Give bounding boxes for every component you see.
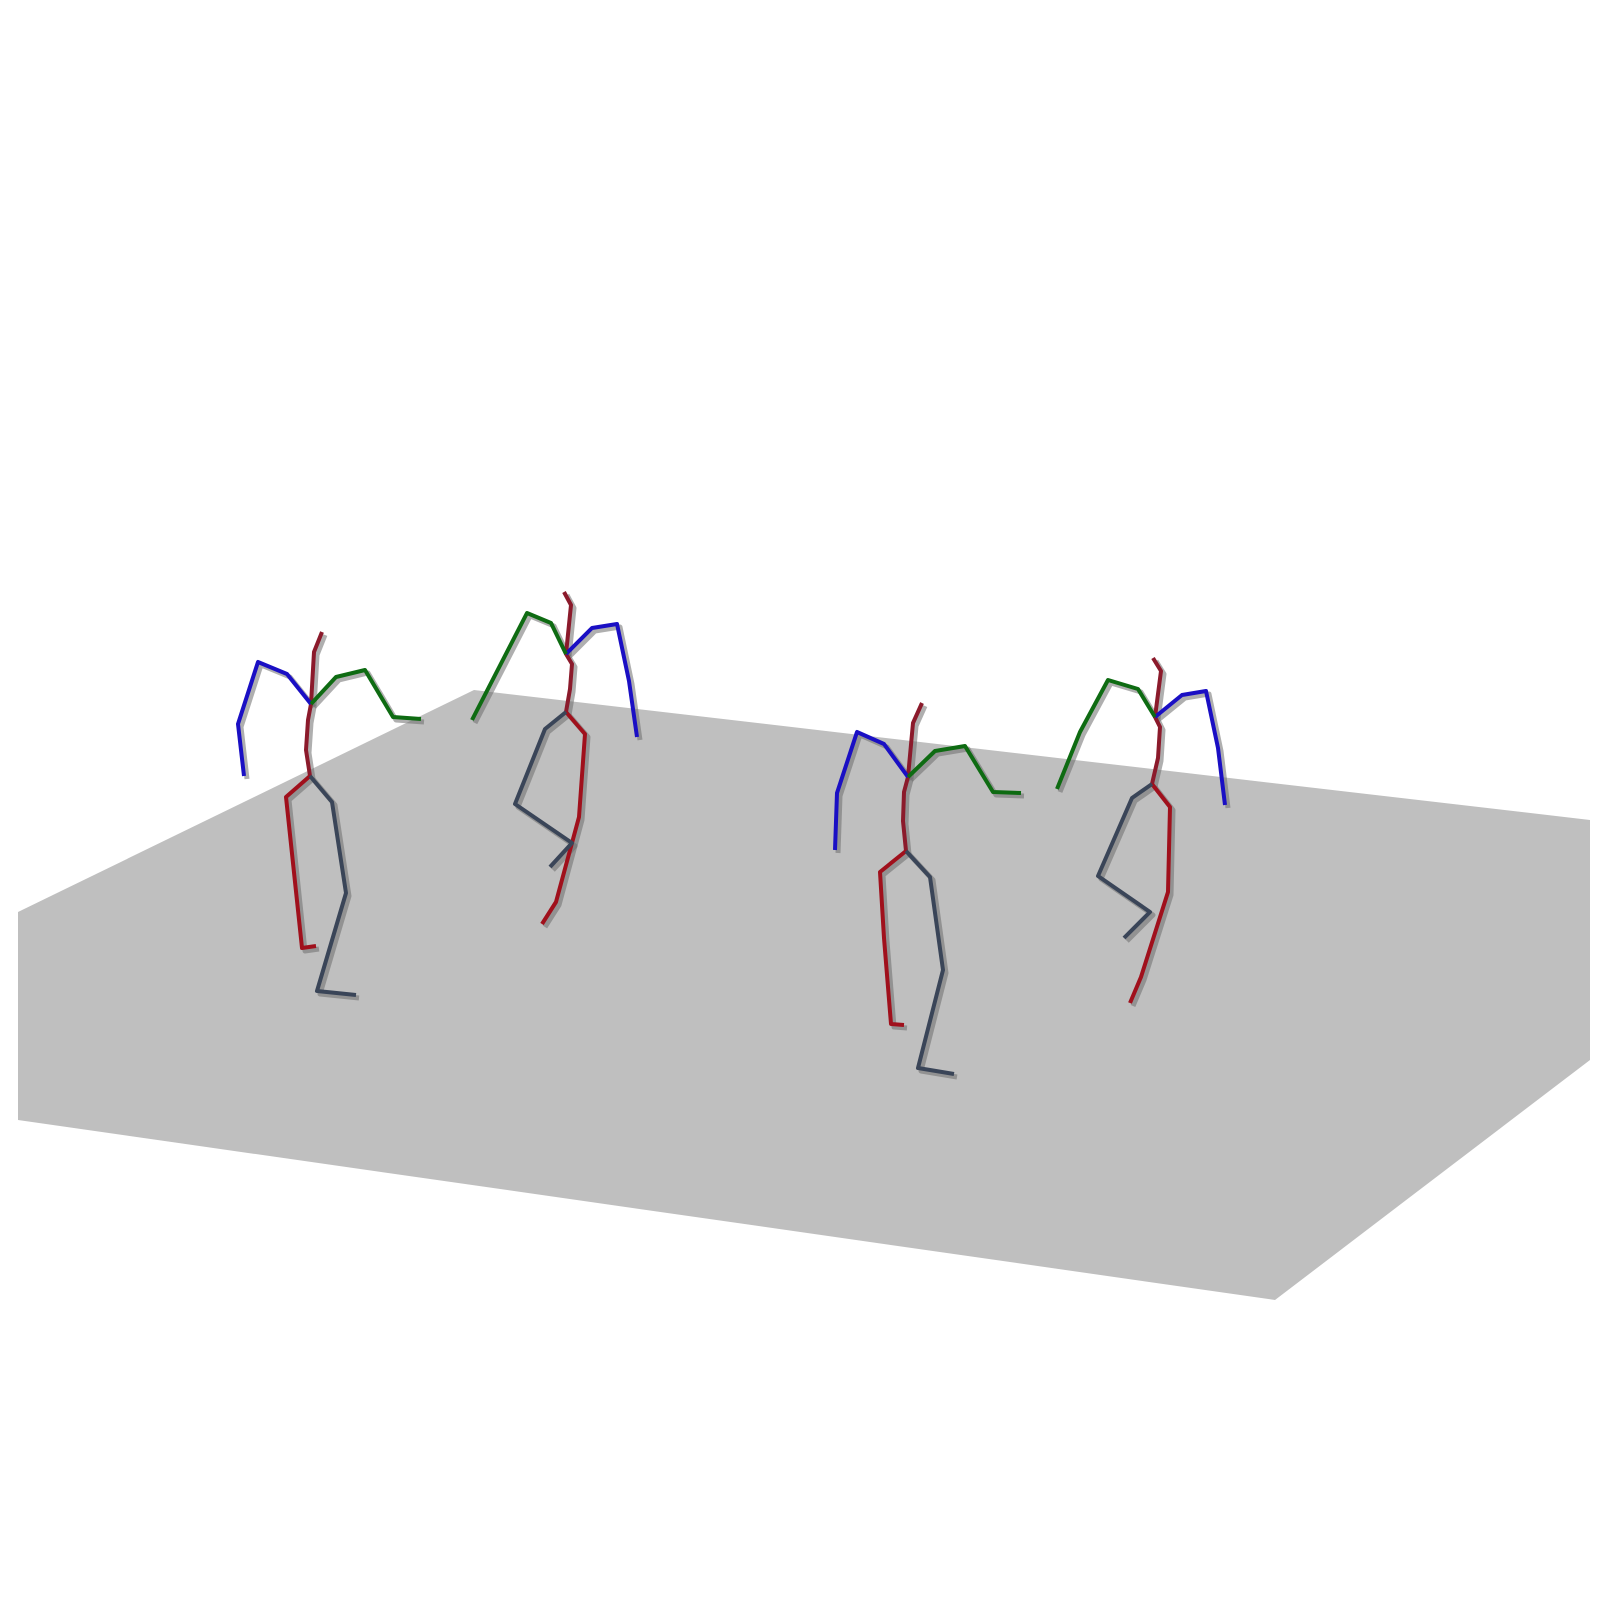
figure-4-left-arm (1153, 689, 1227, 806)
stick-figure-3 (833, 702, 1025, 1080)
figure-4-spine-head (1150, 656, 1163, 785)
figure-1-spine-head-shadow (306, 634, 328, 780)
figure-2-spine-head (562, 591, 574, 713)
figure-3-spine-head-shadow (903, 704, 928, 855)
figure-3-left-arm (833, 730, 910, 851)
figure-1-right-leg (308, 774, 357, 997)
figure-2-left-arm-shadow (567, 624, 643, 741)
figure-4-right-arm (1055, 678, 1157, 790)
stick-figure-1 (236, 631, 425, 1001)
stick-figure-2 (470, 591, 643, 929)
figure-3-right-arm (906, 744, 1022, 795)
figure-2-left-arm (564, 622, 639, 738)
figure-3-left-leg (878, 849, 908, 1027)
figure-3-spine-head (901, 702, 924, 852)
figure-1-left-arm (236, 660, 313, 777)
figure-4-right-leg (1096, 782, 1154, 940)
figure-4-left-arm-shadow (1156, 691, 1231, 809)
figure-3-right-leg (904, 849, 955, 1076)
figure-4-left-leg (1128, 782, 1172, 1004)
figure-1-left-leg (284, 774, 317, 950)
figure-2-left-leg (540, 710, 587, 926)
figure-1-left-leg-shadow (286, 777, 320, 954)
stick-figure-4 (1055, 656, 1231, 1007)
figure-1-right-arm (309, 668, 422, 721)
floor-plane (18, 690, 1590, 1300)
figure-2-right-arm (470, 611, 568, 721)
figure-3-left-leg-shadow (880, 852, 911, 1031)
figure-1-spine-head (304, 631, 324, 777)
figure-2-right-leg (513, 710, 574, 869)
stick-figures (236, 591, 1231, 1080)
